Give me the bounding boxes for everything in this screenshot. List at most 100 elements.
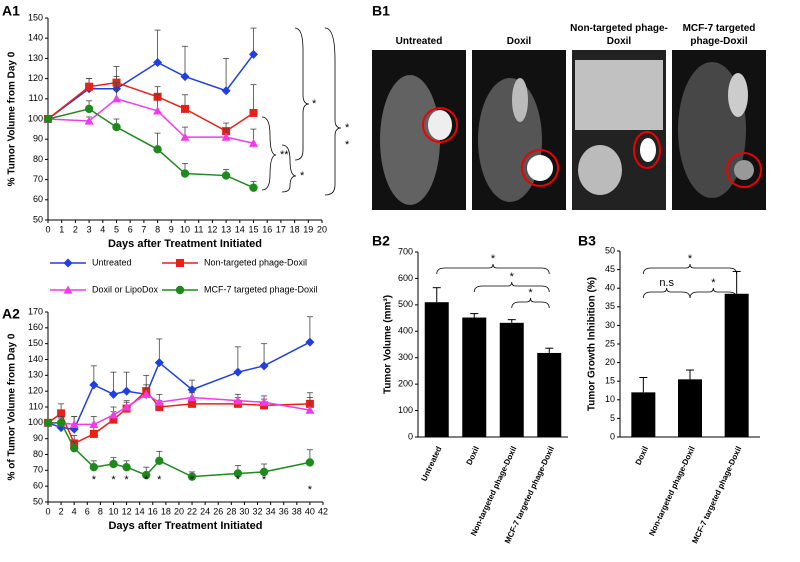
mri-tumor: [527, 155, 553, 181]
y-tick-label: 60: [33, 481, 43, 491]
point: [112, 94, 121, 103]
bracket: [642, 263, 738, 275]
significance-label: *: [124, 474, 129, 486]
bar: [631, 392, 656, 437]
y-tick-label: 140: [28, 33, 43, 43]
significance-label: *: [345, 122, 350, 134]
x-tick-label: 6: [128, 224, 133, 234]
y-tick-label: 50: [605, 245, 615, 255]
panel-label: A2: [2, 306, 20, 322]
y-tick-label: 0: [408, 431, 413, 441]
point: [155, 456, 164, 466]
x-tick-label: 2: [73, 224, 78, 234]
y-tick-label: 110: [29, 93, 43, 103]
y-axis-title: % Tumor Volume from Day 0: [7, 51, 18, 186]
point: [56, 418, 66, 428]
panel-label: A1: [2, 3, 20, 19]
tumor-circle: [633, 131, 661, 169]
point: [108, 410, 118, 419]
bracket: [261, 116, 277, 191]
series-line: [48, 422, 311, 478]
point: [187, 385, 197, 395]
y-tick-label: 90: [33, 433, 43, 443]
point: [221, 132, 231, 141]
y-tick-label: 100: [398, 405, 413, 415]
point: [69, 419, 79, 429]
significance-label: *: [510, 271, 515, 283]
y-axis-title: Tumor Growth Inhibition (%): [587, 277, 598, 411]
y-tick-label: 10: [605, 394, 615, 404]
x-tick-label: 2: [59, 506, 64, 516]
x-tick-label: 8: [98, 506, 103, 516]
y-tick-label: 130: [28, 370, 43, 380]
tumor-circle: [521, 149, 559, 187]
y-tick-label: 70: [33, 465, 43, 475]
point: [221, 86, 231, 96]
x-tick-label: 1: [59, 224, 64, 234]
y-tick-label: 0: [610, 431, 615, 441]
image-title-box: MCF-7 targeted phage-Doxil: [683, 23, 756, 47]
x-tick-label: 11: [194, 224, 203, 234]
y-tick-label: 150: [28, 338, 43, 348]
significance-label: *: [262, 474, 267, 486]
image-title: Untreated: [395, 36, 443, 47]
y-tick-label: 170: [28, 306, 43, 316]
point: [57, 409, 66, 418]
significance-label: **: [280, 149, 289, 161]
x-tick-label: 36: [279, 506, 289, 516]
x-tick-label: Doxil: [465, 445, 481, 467]
y-tick-label: 80: [33, 449, 43, 459]
x-tick-label: 5: [114, 224, 119, 234]
significance-label: *: [144, 474, 149, 486]
point: [180, 132, 190, 141]
y-tick-label: 400: [398, 326, 413, 336]
x-tick-label: 15: [248, 224, 258, 234]
image-title-box: Non-targeted phage-Doxil: [570, 23, 668, 47]
x-tick-label: 19: [303, 224, 313, 234]
mri-tissue: [380, 75, 440, 205]
significance-label: *: [528, 287, 533, 299]
x-tick-label: 16: [148, 506, 158, 516]
y-tick-label: 100: [28, 113, 43, 123]
y-axis-title: % of Tumor Volume from Day 0: [7, 333, 18, 480]
x-tick-label: Doxil: [634, 445, 650, 467]
y-tick-label: 40: [605, 283, 615, 293]
panel-label: B3: [578, 233, 596, 249]
x-tick-label: 10: [180, 224, 190, 234]
x-axis-title: Days after Treatment Initiated: [108, 238, 262, 250]
y-tick-label: 25: [605, 338, 615, 348]
point: [153, 106, 163, 115]
point: [305, 337, 315, 347]
x-tick-label: 34: [266, 506, 276, 516]
y-tick-label: 20: [605, 357, 615, 367]
x-tick-label: 8: [155, 224, 160, 234]
legend-label: Untreated: [92, 257, 132, 267]
point: [63, 258, 73, 268]
bracket: [324, 27, 342, 196]
x-tick-label: 9: [169, 224, 174, 234]
series-line: [47, 97, 254, 144]
point: [122, 402, 132, 411]
x-tick-label: 38: [292, 506, 302, 516]
x-tick-label: Non-targeted phage-Doxil: [647, 445, 696, 537]
bar: [537, 352, 562, 437]
panel-label: B2: [372, 233, 390, 249]
y-tick-label: 30: [605, 320, 615, 330]
point: [249, 49, 258, 59]
point: [112, 122, 121, 132]
point: [221, 171, 231, 180]
x-tick-label: 7: [141, 224, 146, 234]
x-tick-label: 20: [174, 506, 184, 516]
x-tick-label: 4: [72, 506, 77, 516]
point: [249, 138, 258, 147]
point: [108, 389, 118, 399]
point: [187, 393, 197, 402]
point: [305, 458, 315, 467]
point: [249, 108, 258, 117]
x-tick-label: 18: [161, 506, 171, 516]
point: [259, 467, 269, 477]
bracket: [689, 287, 738, 299]
point: [180, 72, 190, 82]
x-tick-label: Untreated: [420, 445, 444, 483]
